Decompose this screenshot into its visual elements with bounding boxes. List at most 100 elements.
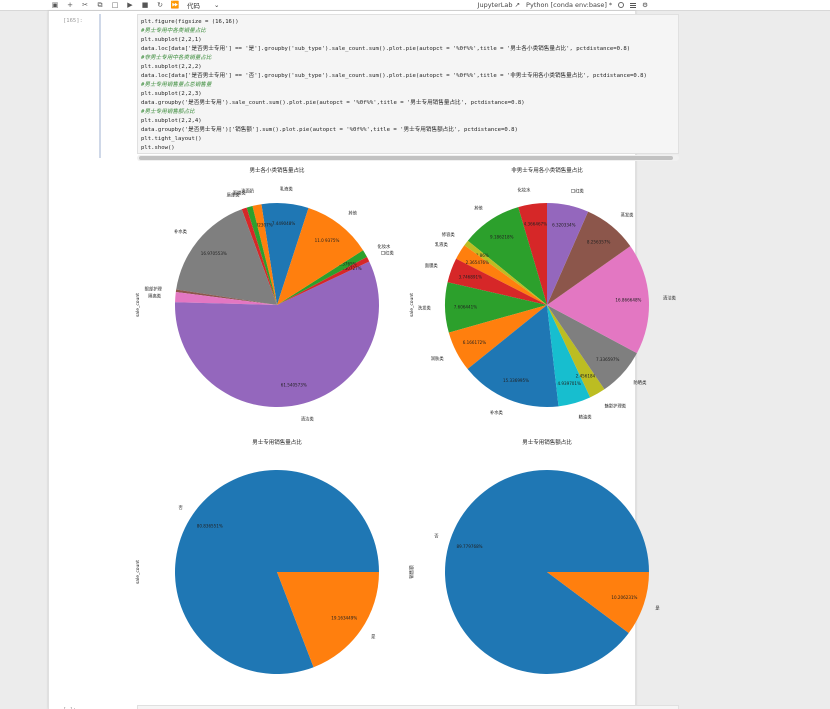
pie-slice (518, 203, 547, 305)
output-figure: 男士各小类销售量占比 sale_count 乳液类 7.449048% 洗面奶 1.432… (101, 163, 677, 697)
pie-chart-2: 非男士专用各小类销售量占比 sale_count 化妆水 4.366467% 其他 9.1… (409, 166, 677, 420)
pie-slice (448, 305, 547, 370)
slice-label: 化妆水 (377, 243, 391, 250)
code-line: plt.subplot(2,2,2) (141, 64, 202, 70)
notebook-panel: [165]: plt.figure(figsize = (16,16)) #男士专… (48, 11, 679, 709)
pie-slice (175, 261, 380, 407)
slice-pct-label: 6.166172% (463, 340, 487, 345)
pie-slice (252, 204, 277, 305)
pie-slice (445, 282, 547, 333)
code-line: plt.show() (141, 145, 175, 151)
slice-label: 化妆水 (518, 186, 532, 193)
kernel-name[interactable]: Python [conda env:base] * (526, 1, 613, 9)
chart-title: 男士专用销售额占比 (522, 438, 572, 446)
slice-label: 蒸发类 (621, 211, 635, 218)
bug-icon[interactable]: ⚙ (642, 1, 648, 9)
slice-label: 面膜类 (233, 190, 247, 197)
pie-chart-3: 男士专用销售量占比 sale_count 否 80.836551% 是 19.163449… (135, 438, 379, 674)
pie-slice (277, 207, 364, 305)
pie-slice (175, 292, 277, 305)
pie-slice (547, 305, 637, 390)
pie-slice (547, 203, 589, 305)
slice-label: 口红类 (571, 188, 585, 195)
pie-slice (467, 305, 559, 407)
cell-collapser[interactable] (99, 14, 101, 158)
pie-slice (547, 246, 649, 354)
run-icon[interactable]: ▶ (127, 1, 133, 9)
pie-slice (261, 203, 309, 305)
slice-pct-label: 16.866648% (615, 297, 641, 302)
slice-pct-label: 7.606441% (454, 305, 478, 310)
slice-pct-label: 10.206231% (611, 595, 637, 600)
slice-pct-label: 7.449048% (272, 221, 296, 226)
slice-label: 润肤类 (431, 355, 445, 362)
slice-pct-label: 89.779768% (457, 544, 483, 549)
code-line: plt.figure(figsize = (16,16)) (141, 19, 239, 25)
code-line: data.loc[data['是否男士专用'] == '否'].groupby(… (141, 73, 647, 79)
pie-slice (175, 289, 277, 305)
slice-pct-label: 80.836551% (197, 523, 223, 528)
slice-pct-label: 3.746891% (459, 275, 483, 280)
slice-pct-label: 2.365476% (466, 260, 490, 265)
pie-chart-1: 男士各小类销售量占比 sale_count 乳液类 7.449048% 洗面奶 1.432… (135, 166, 394, 422)
slice-label: 否 (434, 533, 439, 539)
slice-label: 洗面奶 (241, 187, 254, 194)
notebook-toolbar: ▣ + ✂ ⧉ □ ▶ ■ ↻ ⏩ 代码 ⌄ JupyterLab ↗ Pyth… (0, 0, 830, 11)
slice-pct-label: 9.186218% (490, 235, 514, 240)
slice-label: 其他 (474, 205, 483, 212)
code-editor[interactable]: plt.figure(figsize = (16,16)) #男士专用中各类销量占… (137, 14, 679, 154)
pie-slice (464, 240, 547, 305)
slice-pct-label: 6.320334% (552, 223, 576, 228)
cell-type-select[interactable]: 代码 ⌄ (187, 0, 219, 10)
slice-pct-label: 61.540573% (281, 382, 307, 387)
slice-label: 补水类 (174, 228, 188, 235)
code-line: #男士专用销售量占总销售量 (141, 82, 212, 88)
next-code-editor[interactable] (137, 705, 679, 709)
slice-label: 隔离类 (148, 293, 162, 300)
chart-title: 非男士专用各小类销售量占比 (511, 166, 583, 174)
pie-slice (241, 207, 277, 305)
pie-slice (547, 305, 605, 398)
slice-label: 精油类 (579, 413, 593, 420)
pie-slice (467, 207, 547, 305)
add-cell-icon[interactable]: + (67, 1, 73, 9)
jupyterlab-link[interactable]: JupyterLab ↗ (478, 1, 521, 9)
pie-slice (447, 258, 547, 305)
slice-label: 眼部护理 (145, 285, 163, 292)
copy-icon[interactable]: ⧉ (97, 0, 103, 9)
slice-label: 清洁类 (301, 415, 315, 422)
toolbar-right-group: JupyterLab ↗ Python [conda env:base] * ⚙ (478, 0, 648, 10)
code-line: plt.subplot(2,2,4) (141, 118, 202, 124)
slice-pct-label: 4.939701% (557, 381, 581, 386)
kernel-status-icon (618, 2, 625, 8)
code-line: plt.subplot(2,2,3) (141, 91, 202, 97)
slice-label: 口红类 (381, 249, 395, 256)
code-line: data.loc[data['是否男士专用'] == '是'].groupby(… (141, 46, 631, 52)
code-line: #男士专用中各类销量占比 (141, 28, 206, 34)
cut-icon[interactable]: ✂ (82, 1, 88, 9)
chevron-down-icon: ⌄ (214, 1, 220, 9)
slice-label: 唇部类 (227, 191, 241, 198)
pie-slice (547, 305, 591, 407)
code-scrollbar-thumb[interactable] (139, 156, 673, 160)
slice-label: 乳液类 (435, 241, 449, 248)
menu-icon[interactable] (630, 2, 637, 8)
slice-pct-label: 11.0 9375% (315, 238, 340, 243)
restart-icon[interactable]: ↻ (157, 1, 163, 9)
code-line: data.groupby('是否男士专用')['销售额'].sum().plot… (141, 127, 518, 133)
cell-prompt: [165]: (63, 18, 83, 24)
code-line: plt.subplot(2,2,1) (141, 37, 202, 43)
y-axis-label: 销售额 (408, 565, 415, 579)
fast-forward-icon[interactable]: ⏩ (170, 1, 180, 9)
slice-pct-label: 15.336995% (503, 378, 529, 383)
code-line: plt.tight_layout() (141, 136, 202, 142)
slice-pct-label: 7.336597% (596, 357, 620, 362)
external-link-icon: ↗ (514, 1, 521, 9)
code-line: #非男士专用中各类销量占比 (141, 55, 212, 61)
pie-slice (277, 572, 379, 668)
save-icon[interactable]: ▣ (51, 1, 59, 9)
stop-icon[interactable]: ■ (141, 1, 149, 9)
paste-icon[interactable]: □ (111, 1, 119, 9)
